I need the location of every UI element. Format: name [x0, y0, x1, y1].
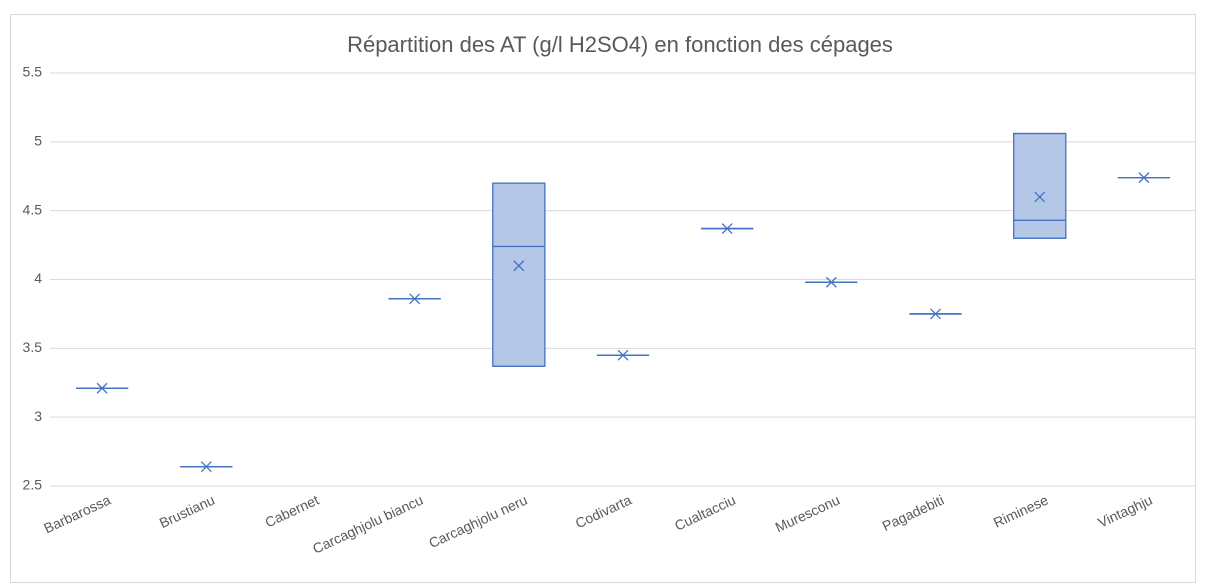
- y-tick-label: 3.5: [23, 339, 43, 355]
- y-tick-label: 3: [34, 408, 42, 424]
- mean-marker: [930, 308, 942, 320]
- mean-marker: [96, 382, 108, 394]
- mean-marker: [1034, 191, 1046, 203]
- y-tick-label: 5.5: [23, 64, 43, 80]
- mean-marker: [1138, 172, 1150, 184]
- y-tick-label: 4: [34, 270, 42, 286]
- box: [492, 182, 546, 367]
- mean-marker: [513, 260, 525, 272]
- chart-title: Répartition des AT (g/l H2SO4) en foncti…: [347, 32, 893, 57]
- mean-marker: [409, 293, 421, 305]
- y-tick-label: 4.5: [23, 201, 43, 217]
- box: [1013, 132, 1067, 239]
- mean-marker: [721, 223, 733, 235]
- mean-marker: [825, 276, 837, 288]
- mean-marker: [617, 349, 629, 361]
- mean-marker: [200, 461, 212, 473]
- chart-border: [10, 14, 1196, 583]
- y-tick-label: 5: [34, 133, 42, 149]
- y-tick-label: 2.5: [23, 477, 43, 493]
